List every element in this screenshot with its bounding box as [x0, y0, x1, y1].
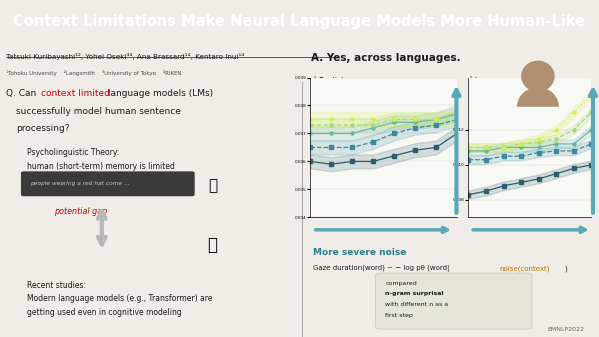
Text: More severe noise: More severe noise — [313, 248, 406, 256]
Text: context limited: context limited — [41, 89, 110, 98]
Text: first step: first step — [385, 313, 413, 318]
FancyBboxPatch shape — [376, 273, 532, 329]
Text: noise(context): noise(context) — [499, 265, 549, 272]
Text: ): ) — [565, 265, 568, 272]
FancyBboxPatch shape — [21, 171, 195, 196]
Text: successfully model human sentence: successfully model human sentence — [16, 107, 181, 116]
Text: Tatsuki Kuribayashi¹², Yohei Oseki³⁴, Ana Brassard¹⁴, Kentaro Inui¹⁴: Tatsuki Kuribayashi¹², Yohei Oseki³⁴, An… — [6, 53, 244, 60]
Text: n-gram surprisal: n-gram surprisal — [385, 291, 444, 296]
Text: |: | — [468, 75, 473, 88]
Text: A. Yes, across languages.: A. Yes, across languages. — [311, 53, 461, 63]
Text: better gaze
duration modeling: better gaze duration modeling — [320, 86, 408, 106]
Text: potential gap: potential gap — [54, 207, 107, 216]
Text: Recent studies:: Recent studies: — [27, 281, 86, 290]
Text: English: English — [319, 77, 347, 86]
Text: Gaze duration(word) ~ − log pθ (word|: Gaze duration(word) ~ − log pθ (word| — [313, 265, 449, 272]
Text: 🧠: 🧠 — [208, 179, 217, 193]
Text: Modern language models (e.g., Transformer) are: Modern language models (e.g., Transforme… — [27, 295, 213, 304]
Text: ¹Tohoku University    ²Langsmith    ³University of Tokyo    ⁴RIKEN: ¹Tohoku University ²Langsmith ³Universit… — [6, 70, 181, 75]
Text: language models (LMs): language models (LMs) — [105, 89, 213, 98]
Text: people wearing a red hat come ...: people wearing a red hat come ... — [30, 181, 129, 186]
Text: with different n as a: with different n as a — [385, 302, 448, 307]
Text: processing?: processing? — [16, 124, 69, 133]
Text: human (short-term) memory is limited: human (short-term) memory is limited — [27, 162, 175, 171]
Text: Q. Can: Q. Can — [6, 89, 39, 98]
Wedge shape — [517, 87, 559, 107]
Text: Japanese: Japanese — [474, 77, 509, 86]
Text: getting used even in cognitive modeling: getting used even in cognitive modeling — [27, 308, 181, 317]
Text: Context Limitations Make Neural Language Models More Human-Like: Context Limitations Make Neural Language… — [13, 13, 586, 29]
Text: compared: compared — [385, 281, 417, 286]
Circle shape — [521, 61, 555, 92]
Text: EMNLP2022: EMNLP2022 — [547, 327, 584, 332]
Text: |: | — [313, 75, 317, 88]
Text: 🤖: 🤖 — [208, 236, 217, 254]
Text: Psycholinguistic Theory:: Psycholinguistic Theory: — [27, 148, 119, 157]
